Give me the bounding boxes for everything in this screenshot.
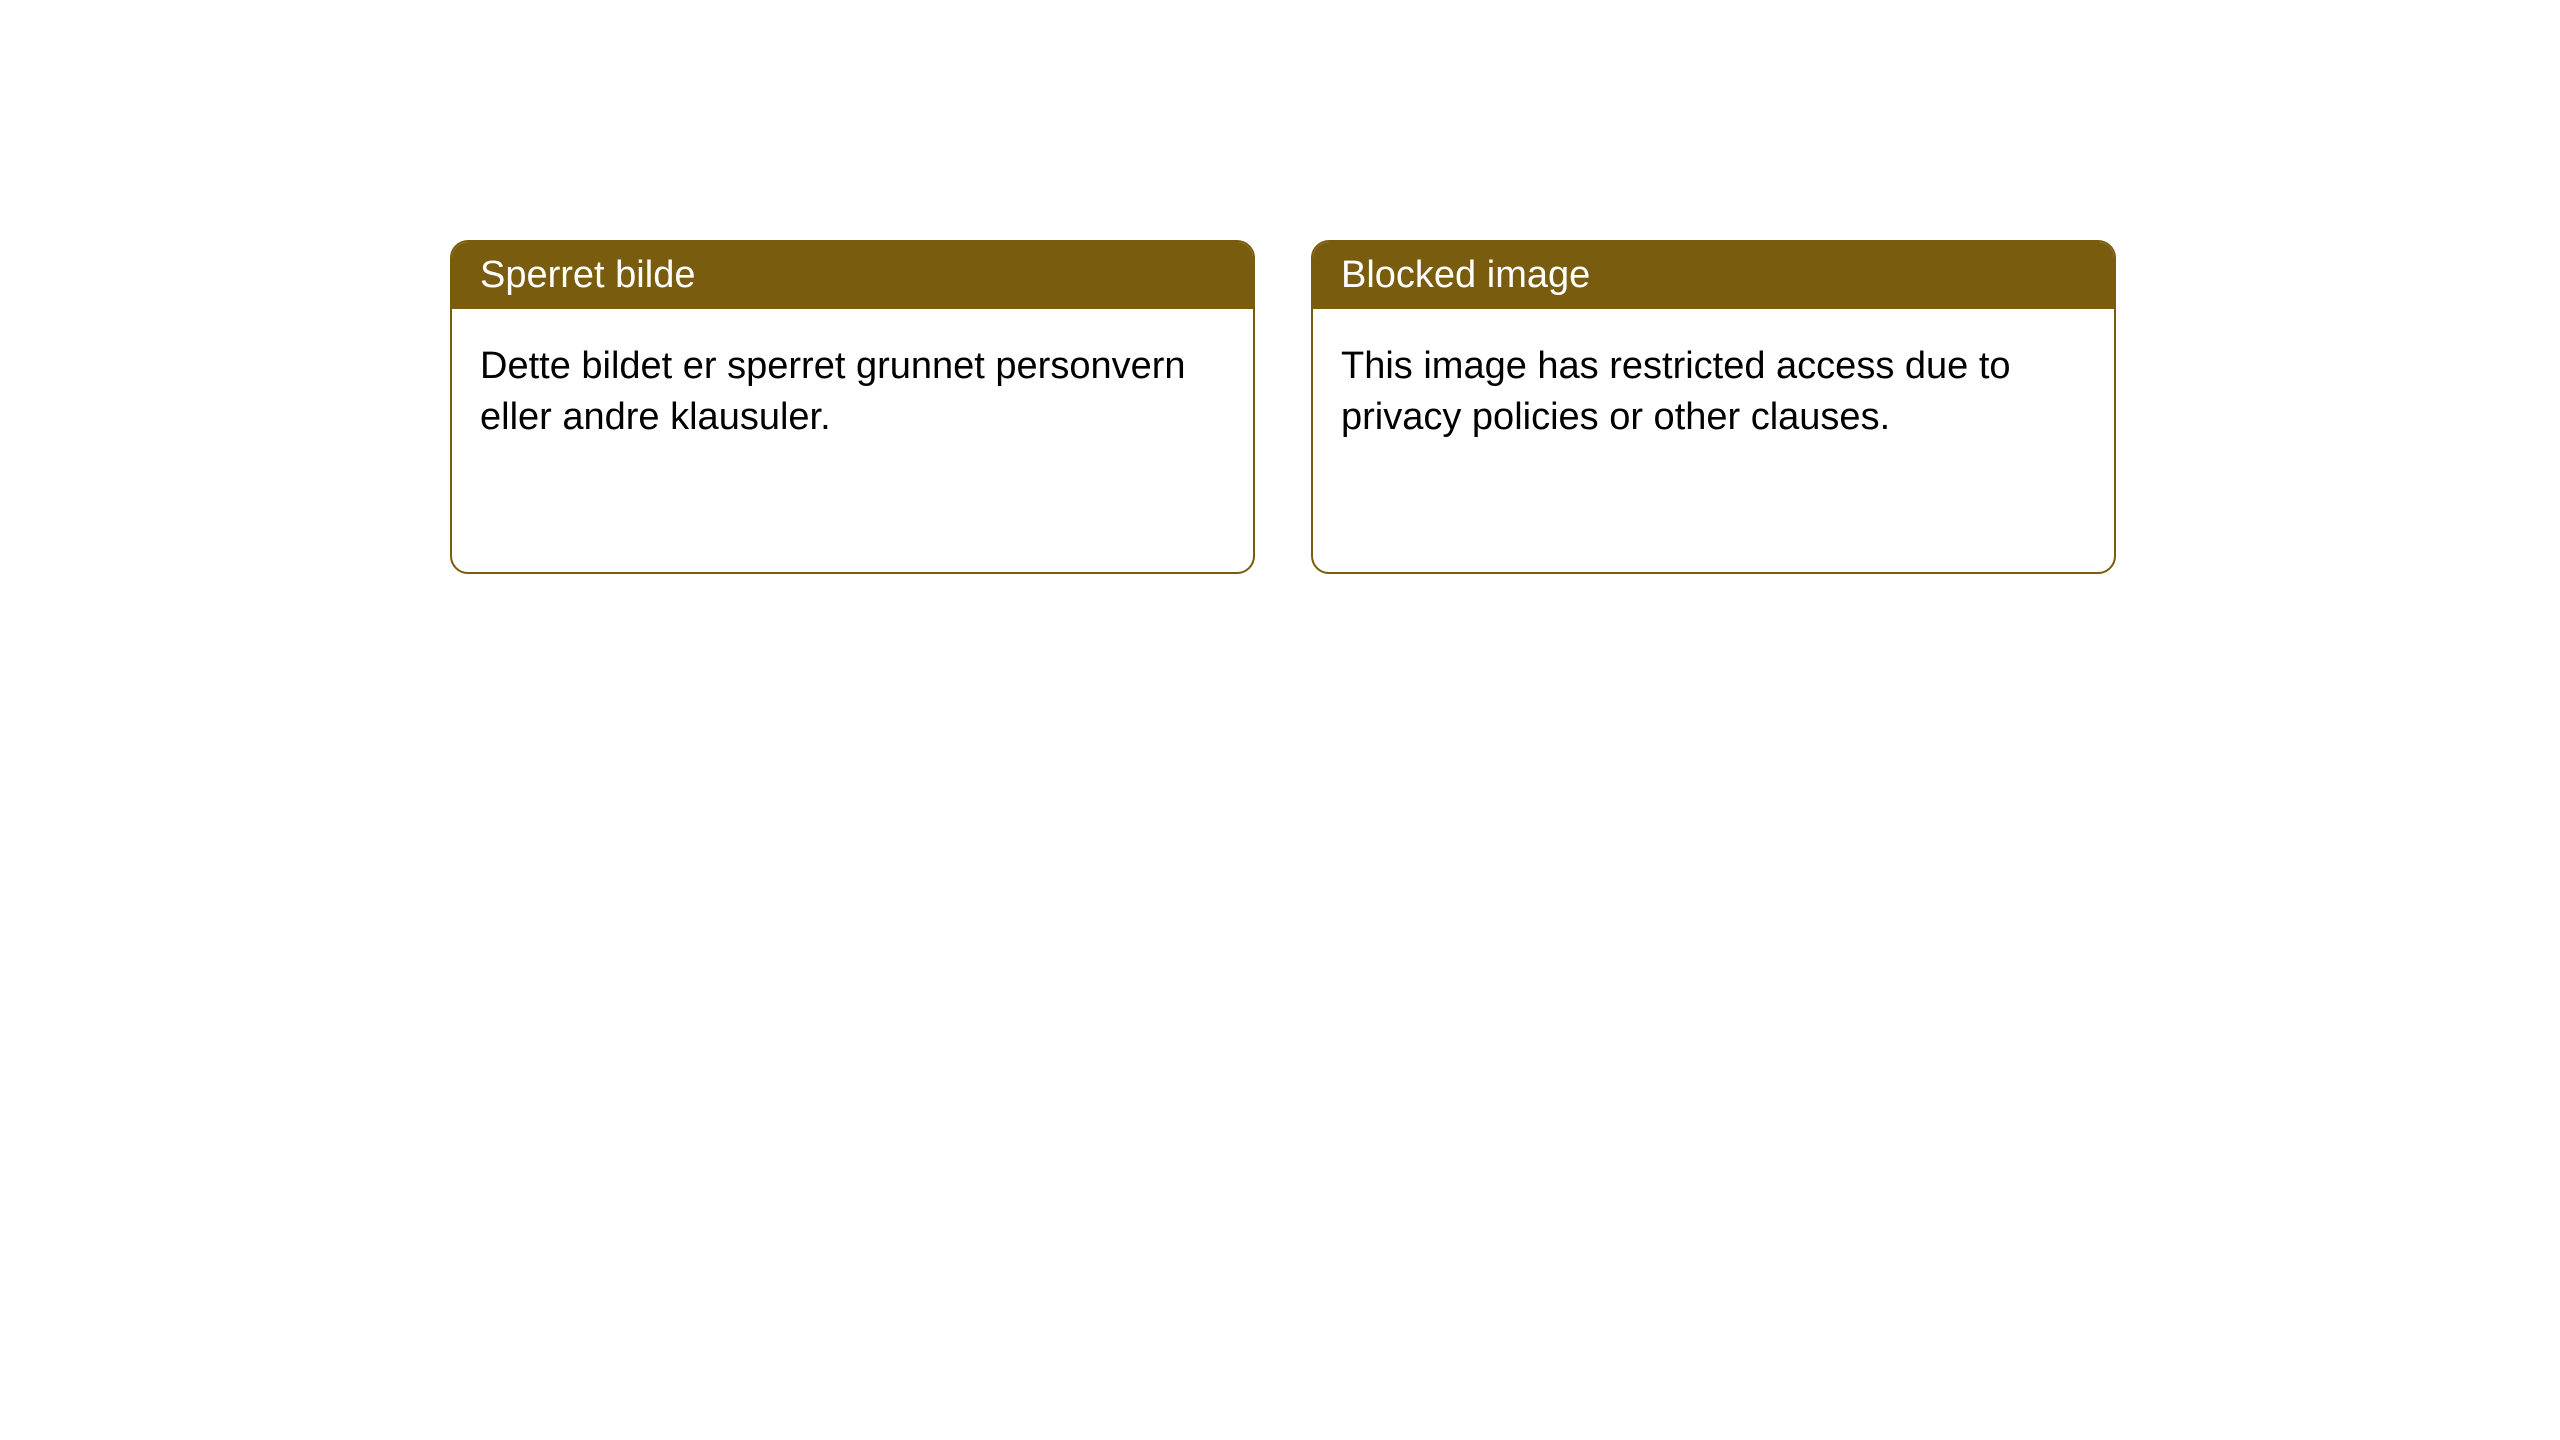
card-title: Sperret bilde — [480, 254, 695, 296]
card-body-text: This image has restricted access due to … — [1341, 345, 2011, 438]
notice-card-english: Blocked image This image has restricted … — [1311, 240, 2116, 574]
card-header: Blocked image — [1313, 242, 2114, 309]
notice-container: Sperret bilde Dette bildet er sperret gr… — [0, 0, 2560, 574]
card-header: Sperret bilde — [452, 242, 1253, 309]
card-title: Blocked image — [1341, 254, 1590, 296]
card-body: Dette bildet er sperret grunnet personve… — [452, 309, 1253, 476]
card-body-text: Dette bildet er sperret grunnet personve… — [480, 345, 1186, 438]
card-body: This image has restricted access due to … — [1313, 309, 2114, 476]
notice-card-norwegian: Sperret bilde Dette bildet er sperret gr… — [450, 240, 1255, 574]
